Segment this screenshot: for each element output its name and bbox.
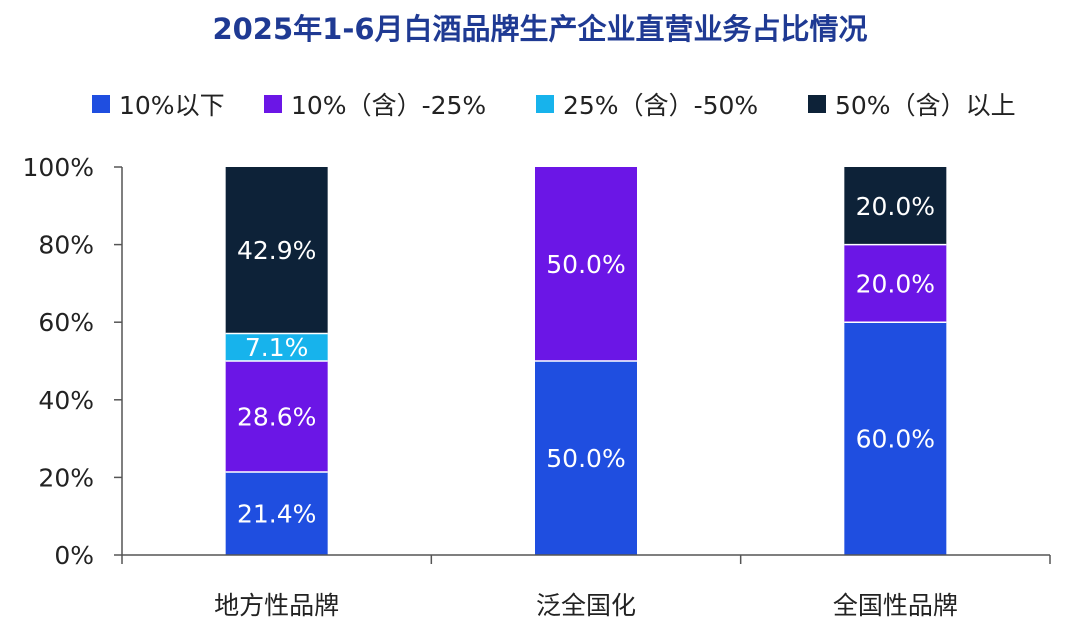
data-label: 20.0%	[856, 269, 935, 298]
legend-swatch	[536, 95, 554, 113]
legend-item-series-2: 10%（含）-25%	[264, 84, 486, 124]
data-label: 28.6%	[237, 402, 316, 431]
bar-segment	[225, 333, 328, 361]
bar-segment	[225, 471, 328, 555]
legend-item-series-3: 25%（含）-50%	[536, 84, 758, 124]
bar-segment	[844, 322, 947, 555]
bar-segment	[535, 167, 637, 361]
y-tick-label: 40%	[38, 386, 94, 415]
data-label: 50.0%	[546, 250, 625, 279]
legend-item-series-4: 50%（含）以上	[808, 84, 1016, 124]
data-label: 42.9%	[237, 236, 316, 265]
legend-label: 10%（含）-25%	[291, 91, 487, 120]
category-label: 地方性品牌	[214, 591, 339, 620]
data-label: 7.1%	[245, 333, 309, 362]
bar-segment	[225, 361, 328, 472]
chart-title: 2025年1-6月白酒品牌生产企业直营业务占比情况	[212, 12, 868, 46]
bar-segment	[844, 244, 947, 323]
data-label: 50.0%	[546, 444, 625, 473]
legend-swatch	[92, 95, 110, 113]
y-tick-label: 60%	[38, 308, 94, 337]
data-label: 60.0%	[856, 425, 935, 454]
bar-segment	[535, 361, 637, 555]
y-tick-label: 0%	[54, 541, 94, 570]
bar-segment	[844, 167, 947, 245]
y-tick-label: 20%	[38, 463, 94, 492]
legend-label: 50%（含）以上	[835, 91, 1016, 120]
legend-swatch	[808, 95, 826, 113]
category-label: 泛全国化	[536, 591, 636, 620]
y-tick-label: 100%	[23, 153, 94, 182]
legend-swatch	[264, 95, 282, 113]
bar-segment	[225, 167, 328, 334]
legend: 10%以下 10%（含）-25% 25%（含）-50% 50%（含）以上	[0, 84, 1080, 124]
data-label: 21.4%	[237, 499, 316, 528]
category-label: 全国性品牌	[833, 591, 958, 620]
legend-label: 10%以下	[119, 91, 225, 120]
data-label: 20.0%	[856, 192, 935, 221]
legend-label: 25%（含）-50%	[563, 91, 759, 120]
legend-item-series-1: 10%以下	[92, 84, 225, 124]
y-tick-label: 80%	[38, 231, 94, 260]
